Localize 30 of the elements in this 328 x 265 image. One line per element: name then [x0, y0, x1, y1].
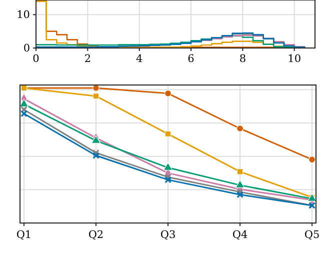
point	[236, 188, 244, 196]
point	[163, 162, 173, 170]
x-tick-label: Q4	[232, 229, 248, 241]
point	[236, 168, 244, 175]
point	[92, 84, 100, 92]
x-tick-label: 6	[188, 53, 195, 65]
point	[235, 180, 245, 188]
x-tick-label: 8	[239, 53, 246, 65]
point	[236, 191, 244, 198]
x-tick-label: Q2	[88, 229, 104, 241]
x-tick-label: 10	[288, 53, 302, 65]
point	[92, 92, 100, 100]
point	[92, 152, 100, 159]
point	[164, 130, 172, 138]
point	[308, 156, 316, 164]
point	[20, 106, 28, 114]
point	[164, 176, 172, 184]
point	[236, 125, 244, 132]
x-tick-label: Q1	[16, 229, 32, 241]
x-tick-label: 0	[32, 53, 40, 65]
x-tick-label: 2	[84, 53, 92, 65]
x-tick-label: 4	[136, 53, 143, 65]
point	[92, 149, 100, 156]
point	[164, 90, 172, 97]
x-tick-label: Q5	[304, 229, 320, 241]
point	[19, 98, 29, 107]
point	[91, 135, 101, 144]
point	[20, 110, 28, 118]
x-tick-label: Q3	[160, 229, 176, 241]
point	[164, 174, 172, 181]
